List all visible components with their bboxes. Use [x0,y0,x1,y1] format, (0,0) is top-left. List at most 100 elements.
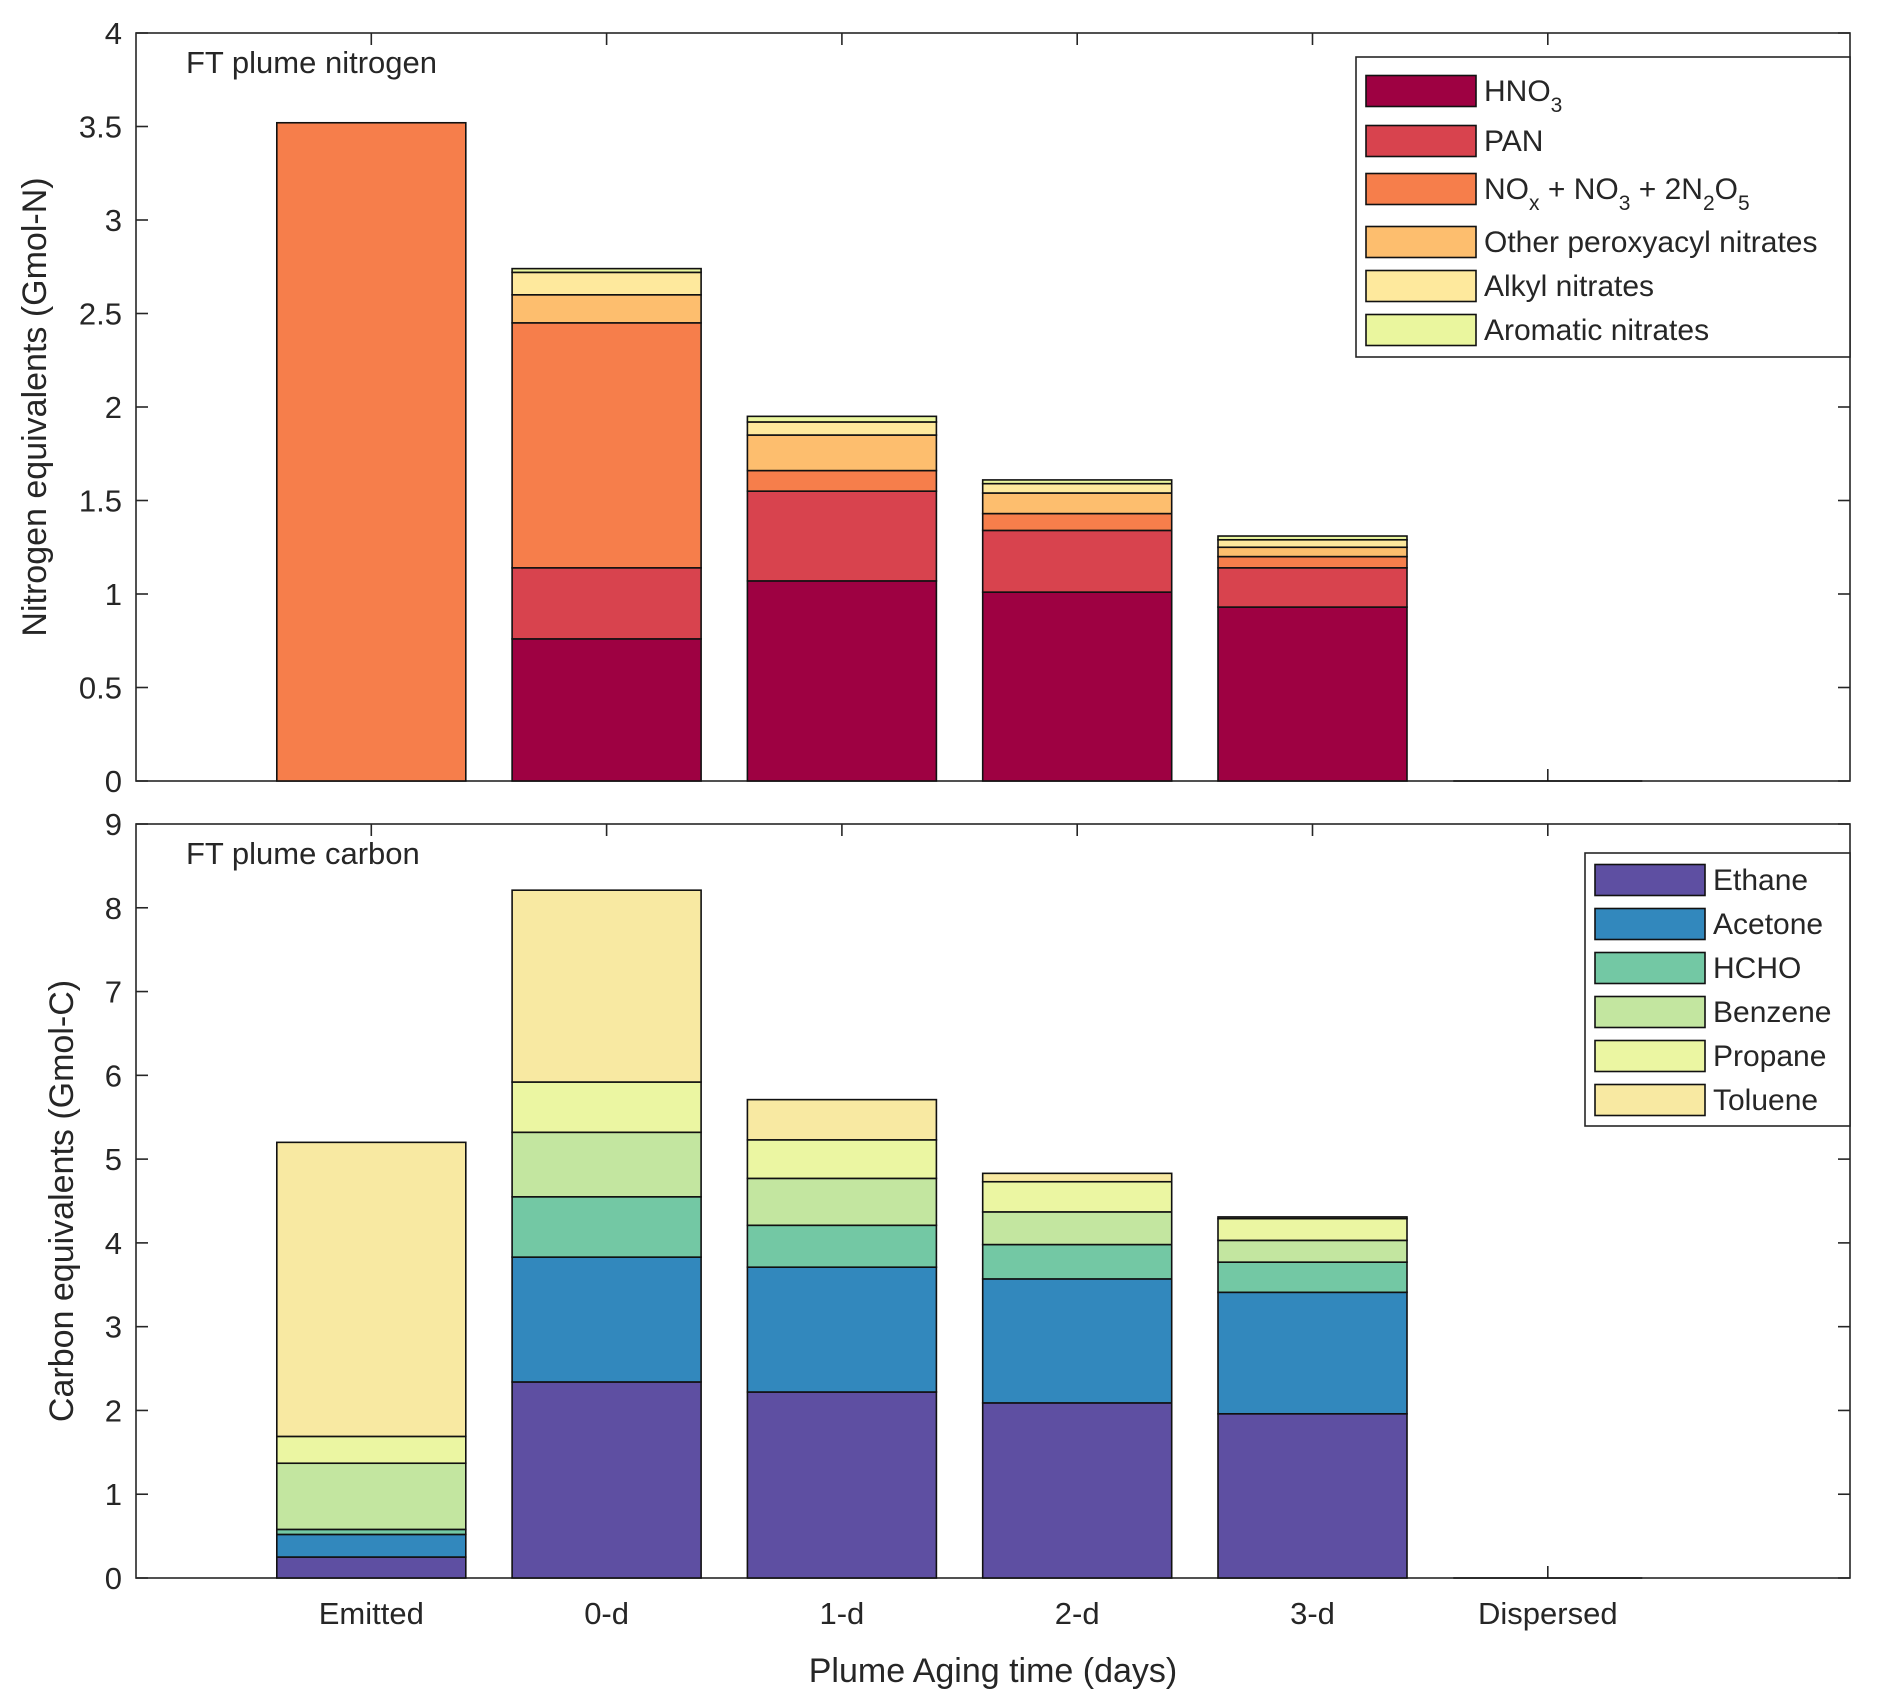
bar-toluene-0-d [511,889,702,1083]
bar-alkyl-nitrates-2-d [981,482,1173,494]
nitrogen-panel: 0 0.5 1 1.5 2 2.5 3 3.5 4 FT plume nitrogen Nitrog… [16,16,1851,799]
bar-pan-2-d [981,529,1173,593]
legend-swatch-hno3 [1365,74,1477,108]
bar-toluene-2-d [981,1172,1173,1183]
bar-pan-1-d [746,490,938,582]
legend-swatch-benzene [1594,995,1706,1029]
legend-label-pan: PAN [1484,125,1543,158]
bar-ethane-1-d [746,1391,938,1579]
legend-label-toluene: Toluene [1713,1084,1818,1117]
bar-alkyl-nitrates-0-d [511,271,702,296]
legend-label-acetone: Acetone [1713,908,1823,941]
y-tick-label: 1 [105,1477,122,1512]
y-tick-label: 7 [105,975,122,1010]
bar-hno3-0-d [511,638,702,782]
bar-nox-no3-2n2o5-emitted [275,121,467,782]
y-tick-label: 3 [105,1310,122,1345]
panel-title: FT plume nitrogen [186,45,437,80]
bar-hcho-1-d [746,1224,938,1268]
bar-other-peroxyacyl-nitrates-1-d [746,434,938,472]
x-tick-label: Dispersed [1478,1596,1618,1631]
bar-aromatic-nitrates-0-d [511,267,702,274]
bar-benzene-1-d [746,1177,938,1227]
bar-other-peroxyacyl-nitrates-0-d [511,293,702,324]
x-tick-label: Emitted [319,1596,424,1631]
legend-label-hno3: HNO3 [1484,75,1562,117]
bar-aromatic-nitrates-2-d [981,479,1173,485]
bar-hcho-2-d [981,1243,1173,1280]
bar-hcho-3-d [1217,1261,1408,1294]
bar-acetone-1-d [746,1266,938,1393]
y-axis-label: Nitrogen equivalents (Gmol-N) [16,177,54,636]
y-tick-label: 2 [105,390,122,425]
y-tick-label: 1.5 [79,484,122,519]
y-tick-label: 3.5 [79,110,122,145]
y-tick-label: 4 [105,16,122,51]
bar-other-peroxyacyl-nitrates-2-d [981,492,1173,515]
bar-propane-1-d [746,1139,938,1180]
bar-ethane-3-d [1217,1412,1408,1579]
legend-swatch-pan [1365,124,1477,158]
bar-hcho-0-d [511,1196,702,1258]
bar-alkyl-nitrates-1-d [746,421,938,436]
legend-swatch-nox-no3-2n2o5 [1365,172,1477,206]
x-axis-label: Plume Aging time (days) [809,1652,1178,1690]
bar-other-peroxyacyl-nitrates-3-d [1217,546,1408,558]
legend-swatch-acetone [1594,907,1706,941]
bar-acetone-3-d [1217,1291,1408,1415]
legend-swatch-other-peroxyacyl-nitrates [1365,225,1477,259]
y-tick-label: 9 [105,807,122,842]
legend-label-ethane: Ethane [1713,864,1808,897]
legend-label-benzene: Benzene [1713,996,1831,1029]
y-tick-label: 0.5 [79,671,122,706]
y-tick-label: 5 [105,1142,122,1177]
bar-pan-3-d [1217,567,1408,608]
bar-benzene-3-d [1217,1239,1408,1263]
y-tick-label: 4 [105,1226,122,1261]
x-tick-label: 2-d [1055,1596,1100,1631]
carbon-panel: 0 1 2 3 4 5 6 7 8 9 FT plume carbon Carbon equivale… [43,807,1851,1690]
bar-nox-no3-2n2o5-2-d [981,512,1173,532]
y-tick-label: 1 [105,577,122,612]
y-tick-label: 0 [105,764,122,799]
x-tick-label: 1-d [819,1596,864,1631]
legend-label-nox-no3-2n2o5: NOx + NO3 + 2N2O5 [1484,173,1750,215]
legend: Ethane Acetone HCHO Benzene Propane Toluene [1584,852,1851,1127]
bar-aromatic-nitrates-3-d [1217,535,1408,541]
bar-ethane-emitted [275,1556,467,1579]
legend-swatch-propane [1594,1039,1706,1073]
legend-label-aromatic-nitrates: Aromatic nitrates [1484,314,1709,347]
bar-ethane-0-d [511,1381,702,1579]
y-tick-label: 3 [105,203,122,238]
bar-acetone-emitted [275,1533,467,1558]
y-tick-label: 8 [105,891,122,926]
bar-acetone-0-d [511,1256,702,1383]
bar-pan-0-d [511,567,702,640]
bar-benzene-0-d [511,1131,702,1198]
bar-nox-no3-2n2o5-0-d [511,322,702,569]
bar-hno3-2-d [981,591,1173,782]
y-axis-label: Carbon equivalents (Gmol-C) [43,980,81,1422]
legend-box [1584,852,1851,1127]
legend: HNO3 PAN NOx + NO3 + 2N2O5 Other peroxyacyl… [1355,56,1851,358]
legend-swatch-aromatic-nitrates [1365,313,1477,347]
bar-benzene-2-d [981,1211,1173,1246]
legend-swatch-alkyl-nitrates [1365,269,1477,303]
legend-swatch-toluene [1594,1083,1706,1117]
bar-aromatic-nitrates-1-d [746,415,938,423]
bar-propane-0-d [511,1081,702,1134]
bar-hno3-3-d [1217,606,1408,782]
bar-toluene-3-d [1217,1216,1408,1220]
bar-alkyl-nitrates-3-d [1217,538,1408,549]
legend-label-hcho: HCHO [1713,952,1801,985]
bar-acetone-2-d [981,1278,1173,1404]
bar-propane-emitted [275,1435,467,1465]
bar-propane-3-d [1217,1217,1408,1242]
bar-benzene-emitted [275,1462,467,1531]
legend-swatch-ethane [1594,863,1706,897]
bar-nox-no3-2n2o5-1-d [746,469,938,492]
y-tick-label: 6 [105,1058,122,1093]
legend-swatch-hcho [1594,951,1706,985]
